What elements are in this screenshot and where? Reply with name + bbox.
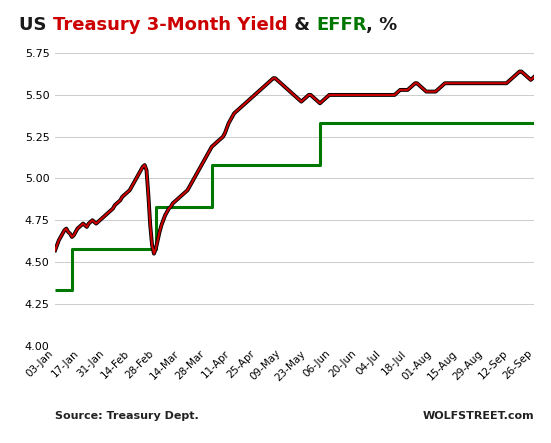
Text: WOLFSTREET.com: WOLFSTREET.com (423, 411, 534, 421)
Text: , %: , % (366, 16, 398, 34)
Text: Treasury 3-Month Yield: Treasury 3-Month Yield (53, 16, 288, 34)
Text: EFFR: EFFR (316, 16, 366, 34)
Text: Source: Treasury Dept.: Source: Treasury Dept. (55, 411, 199, 421)
Text: &: & (288, 16, 316, 34)
Text: US: US (19, 16, 53, 34)
